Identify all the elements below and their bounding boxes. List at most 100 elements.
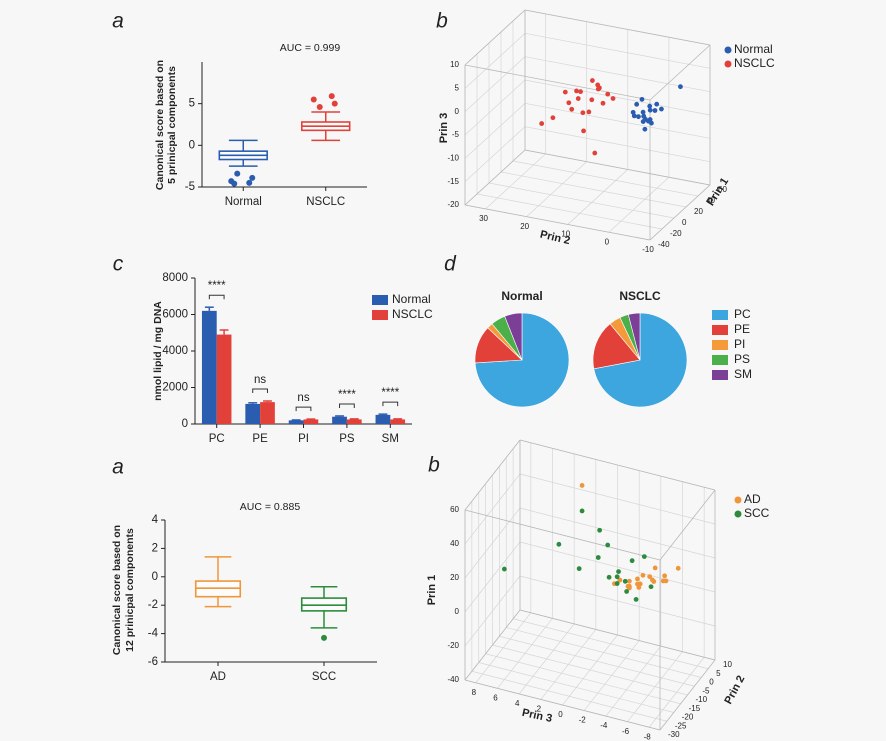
grid-line	[475, 612, 532, 683]
outlier	[246, 179, 253, 186]
y-tick-label: -2	[579, 716, 587, 725]
grid-line	[464, 473, 521, 545]
y-tick-label: 4	[152, 514, 159, 526]
grid-line	[519, 507, 716, 559]
pie-slice	[504, 312, 523, 361]
y-tick-label: -2	[148, 599, 158, 611]
z-tick-label: -10	[447, 153, 459, 162]
point	[605, 91, 611, 97]
significance-bracket	[252, 388, 268, 394]
legend-label: AD	[744, 492, 761, 506]
bar	[260, 402, 275, 424]
y-tick-label: 6	[493, 693, 498, 702]
point	[647, 574, 653, 579]
box-edge	[464, 149, 526, 206]
x-tick-label: -15	[689, 704, 701, 713]
point	[600, 100, 606, 106]
significance-label: ****	[381, 387, 399, 399]
x-tick-label: 10	[723, 660, 732, 669]
x-tick-label: -25	[675, 721, 687, 730]
point	[550, 115, 556, 121]
point	[589, 97, 595, 103]
pie-title: Normal	[501, 289, 542, 303]
point	[614, 574, 620, 580]
significance-bracket	[339, 403, 355, 408]
grid-line	[464, 79, 526, 136]
box-edge	[659, 489, 716, 561]
outlier	[321, 634, 327, 641]
y-tick-label: 2	[537, 705, 542, 714]
point	[579, 483, 585, 488]
point	[566, 100, 572, 106]
point	[643, 116, 648, 122]
z-tick-label: 0	[455, 607, 460, 616]
x-tick-label: NSCLC	[306, 196, 345, 208]
box-edge	[649, 44, 711, 101]
panel-label: d	[444, 253, 457, 276]
outlier	[249, 174, 256, 181]
axis-label: Prin 3	[438, 113, 450, 144]
panel-label: a	[112, 10, 124, 33]
pie-slice	[592, 323, 641, 370]
grid-line	[648, 657, 705, 728]
point	[675, 565, 681, 571]
chart-title: AUC = 0.885	[240, 501, 301, 513]
point	[606, 574, 612, 580]
y-tick-label: -4	[148, 628, 159, 640]
outlier	[231, 180, 238, 187]
point	[648, 584, 654, 590]
point	[597, 527, 603, 533]
y-tick-label: 0	[189, 139, 195, 151]
point	[576, 566, 582, 572]
x-tick-label: -20	[682, 713, 694, 722]
y-axis-label: Canonical score based on	[111, 525, 123, 655]
panel-label: a	[112, 456, 124, 479]
chart-title: AUC = 0.999	[280, 42, 341, 54]
y-axis-label: 12 prinicpal components	[124, 528, 136, 652]
bar	[375, 414, 391, 424]
significance-bracket	[295, 406, 312, 412]
point	[580, 110, 586, 116]
legend-label: PE	[734, 322, 750, 336]
grid-line	[524, 79, 711, 116]
significance-bracket	[208, 294, 225, 300]
legend-swatch	[712, 340, 728, 350]
grid-line	[464, 507, 521, 579]
z-tick-label: 5	[455, 83, 460, 92]
point	[678, 84, 683, 90]
significance-bracket	[382, 401, 399, 407]
x-tick-label: -5	[702, 686, 710, 695]
y-tick-label: 4000	[162, 345, 188, 357]
z-tick-label: -20	[447, 641, 459, 650]
grid-line	[519, 541, 716, 593]
point	[575, 96, 581, 101]
y-tick-label: 30	[479, 214, 488, 223]
box-edge	[519, 609, 716, 661]
outlier	[328, 93, 335, 100]
x-tick-label: 60	[718, 185, 727, 194]
y-tick-label: -5	[185, 181, 195, 193]
y-tick-label: 0	[605, 237, 610, 246]
box-edge	[464, 679, 661, 731]
grid-line	[464, 126, 526, 182]
outlier	[234, 170, 241, 177]
legend-swatch	[712, 310, 728, 320]
legend-swatch	[372, 295, 388, 305]
x-tick-label: 40	[706, 196, 715, 205]
box-edge	[464, 64, 651, 101]
y-tick-label: 4	[515, 699, 520, 708]
bar	[245, 403, 261, 424]
legend-marker	[734, 510, 742, 518]
legend-label: NSCLC	[734, 56, 775, 70]
point	[626, 578, 632, 584]
point	[610, 96, 616, 101]
panel-label: b	[436, 10, 448, 33]
bar	[201, 310, 217, 424]
x-tick-label: 20	[694, 207, 703, 216]
point	[569, 106, 575, 112]
grid-line	[464, 56, 526, 112]
point	[652, 108, 658, 113]
y-tick-label: -10	[642, 245, 654, 254]
box-edge	[464, 609, 521, 681]
